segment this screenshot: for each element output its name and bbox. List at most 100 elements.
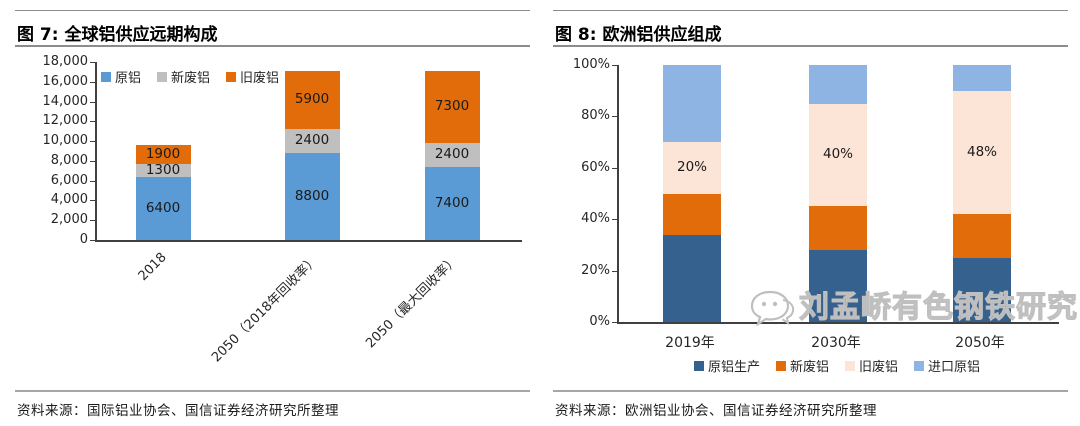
stacked-bar: 7400 2400 7300 (424, 70, 480, 240)
y-tick-mark (90, 180, 95, 182)
bar-value-label: 1300 (145, 161, 181, 178)
figure-8-title: 图 8: 欧洲铝供应组成 (555, 25, 722, 45)
plot-area: 20% 40% 48% (617, 65, 1059, 324)
figure-7-title: 图 7: 全球铝供应远期构成 (17, 25, 218, 45)
stacked-bar: 48% (953, 65, 1011, 322)
legend-item-旧废铝: 旧废铝 (845, 356, 898, 375)
bar-segment-旧废铝: 20% (663, 142, 721, 194)
legend-label: 新废铝 (789, 360, 829, 375)
figure-8-source: 资料来源：欧洲铝业协会、国信证券经济研究所整理 (555, 403, 877, 418)
bar-segment-旧废铝: 48% (953, 90, 1011, 215)
bar-segment-原铝: 8800 (284, 152, 340, 240)
legend-swatch (693, 360, 704, 371)
bar-segment-新废铝 (953, 214, 1011, 258)
chart-europe-aluminum-supply: 0% 20% 40% 60% 80% 100% 20% 40% 48% 2019年 2030年 205… (553, 50, 1068, 385)
source-divider (15, 390, 530, 392)
legend-label: 旧废铝 (240, 71, 280, 86)
y-tick-label: 14,000 (42, 93, 89, 109)
chart-global-aluminum-supply: 0 2,000 4,000 6,000 8,000 10,000 12,000 14,000 1… (15, 50, 530, 385)
y-tick-label: 80% (581, 108, 610, 124)
legend-label: 旧废铝 (859, 360, 899, 375)
legend-swatch (914, 360, 925, 371)
plot-area: 6400 1300 1900 2018 8800 2400 5900 2050（2018年回收… (95, 62, 522, 365)
y-tick-label: 4,000 (50, 192, 88, 208)
x-axis-label: 2018 (135, 250, 170, 285)
legend-swatch (101, 71, 111, 82)
bar-segment-进口原铝 (663, 65, 721, 143)
y-tick-label: 0 (79, 232, 88, 247)
bar-segment-旧废铝: 5900 (284, 70, 340, 130)
figure-7-source: 资料来源：国际铝业协会、国信证券经济研究所整理 (17, 403, 339, 418)
bar-segment-新废铝 (809, 206, 867, 251)
panel-top-divider (15, 10, 530, 11)
stacked-bar: 40% (809, 65, 867, 322)
bar-segment-原铝: 7400 (424, 166, 480, 240)
bar-value-label: 8800 (294, 187, 330, 204)
stacked-bar: 8800 2400 5900 (284, 70, 340, 240)
bar-segment-原铝生产 (809, 250, 867, 322)
bar-segment-原铝: 6400 (135, 176, 191, 240)
bar-segment-原铝生产 (663, 234, 721, 322)
stacked-bar: 20% (663, 65, 721, 322)
bar-value-label: 7300 (434, 98, 470, 115)
legend-swatch (845, 360, 855, 371)
y-tick-mark (90, 121, 95, 123)
y-tick-label: 12,000 (42, 113, 89, 129)
panel-top-divider (553, 10, 1068, 11)
legend-label: 原铝 (115, 71, 142, 86)
bar-value-label: 48% (966, 143, 997, 160)
y-tick-mark (90, 240, 95, 241)
bar-segment-进口原铝 (809, 65, 867, 104)
bar-value-label: 7400 (434, 194, 470, 211)
y-tick-label: 6,000 (50, 172, 88, 188)
legend-item-原铝: 原铝 (101, 67, 141, 86)
bar-value-label: 2400 (434, 146, 470, 163)
bar-value-label: 6400 (145, 199, 181, 216)
y-tick-label: 10,000 (42, 133, 89, 149)
y-tick-mark (90, 101, 95, 103)
x-axis-label: 2050（最大回收率） (363, 252, 462, 352)
legend-label: 原铝生产 (707, 360, 760, 375)
figure-panel-europe-aluminum: 图 8: 欧洲铝供应组成 0% 20% 40% 60% 80% 100% 20% 40% 48%… (553, 0, 1078, 426)
bar-value-label: 40% (822, 146, 853, 163)
y-tick-mark (90, 141, 95, 143)
bar-segment-旧废铝: 40% (809, 103, 867, 207)
bar-segment-旧废铝: 7300 (424, 70, 480, 144)
y-tick-label: 18,000 (42, 54, 89, 69)
y-tick-label: 20% (581, 262, 610, 278)
y-tick-label: 40% (581, 211, 610, 227)
y-tick-mark (90, 160, 95, 162)
legend: 原铝生产 新废铝 旧废铝 进口原铝 (617, 356, 1057, 375)
bar-segment-旧废铝: 1900 (135, 145, 191, 164)
y-tick-label: 60% (581, 159, 610, 175)
y-tick-mark (90, 81, 95, 83)
y-tick-mark (612, 116, 617, 118)
legend-item-原铝生产: 原铝生产 (693, 356, 760, 375)
bar-value-label: 2400 (294, 132, 330, 149)
y-tick-mark (612, 65, 617, 66)
legend-swatch (226, 71, 237, 82)
y-tick-label: 16,000 (42, 73, 89, 89)
y-tick-label: 8,000 (50, 152, 88, 168)
y-tick-mark (612, 219, 617, 221)
y-tick-mark (90, 62, 95, 63)
source-divider (553, 390, 1068, 392)
y-tick-mark (90, 220, 95, 222)
bar-segment-原铝生产 (953, 257, 1011, 322)
bar-value-label: 5900 (294, 91, 330, 108)
bar-segment-新废铝: 1300 (135, 161, 191, 178)
legend-label: 进口原铝 (928, 360, 981, 375)
bar-segment-新废铝 (663, 193, 721, 235)
x-axis-label: 2050（2018年回收率） (208, 252, 322, 366)
x-axis-label: 2050年 (955, 335, 1005, 351)
bar-value-label: 20% (676, 159, 707, 176)
bar-segment-新废铝: 2400 (284, 129, 340, 153)
legend-item-进口原铝: 进口原铝 (914, 356, 980, 375)
legend-item-新废铝: 新废铝 (775, 356, 829, 375)
y-tick-label: 100% (572, 57, 610, 72)
title-divider (15, 45, 530, 47)
figure-panel-global-aluminum: 图 7: 全球铝供应远期构成 0 2,000 4,000 6,000 8,000 10,0… (15, 0, 530, 426)
title-divider (553, 45, 1068, 47)
legend: 原铝 新废铝 旧废铝 (101, 67, 279, 86)
